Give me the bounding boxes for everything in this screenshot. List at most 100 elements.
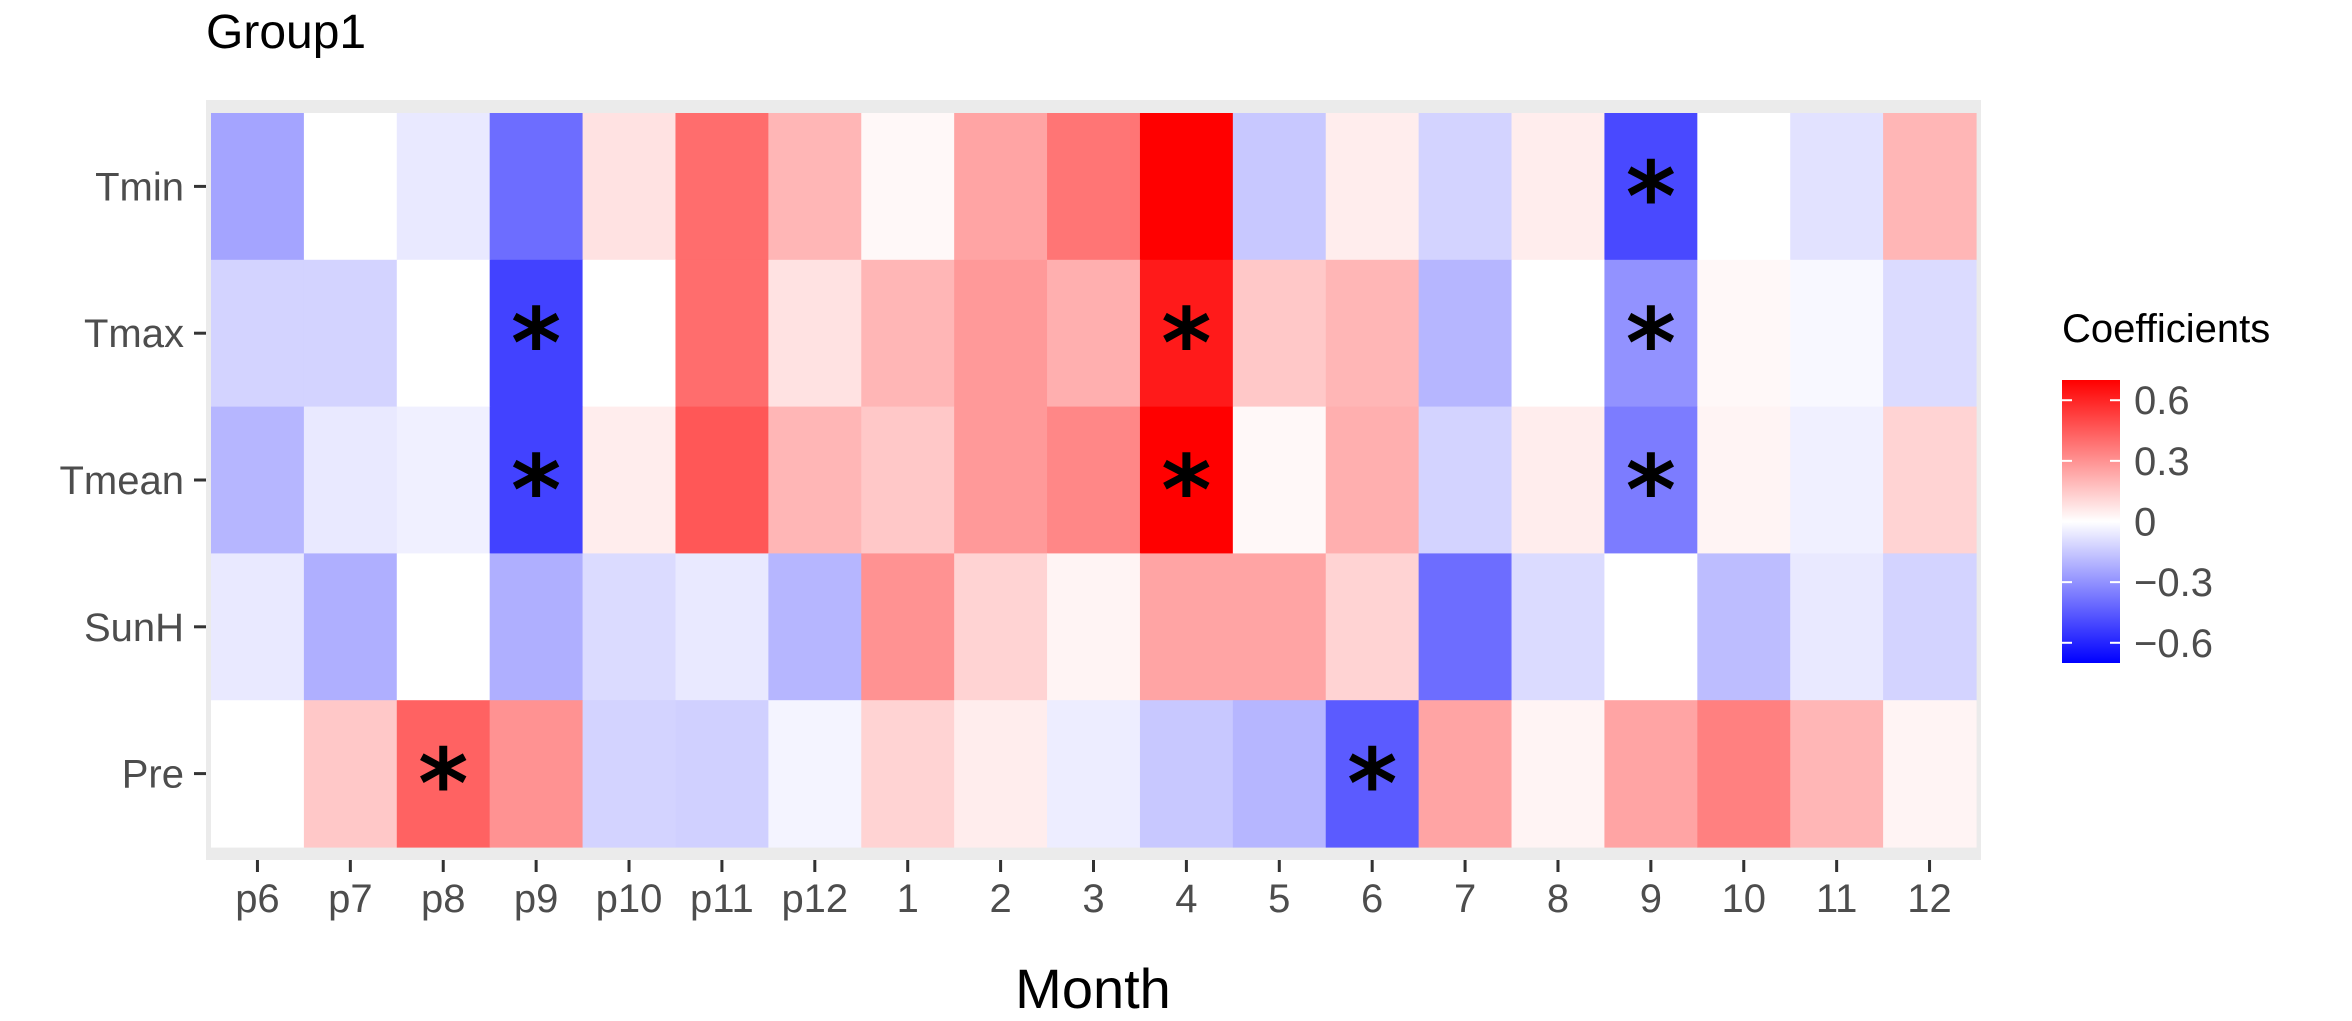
x-tick-label-1: 1 (897, 877, 919, 921)
heatmap-cell-tmin-10 (1697, 113, 1791, 261)
heatmap-cell-sunh-p12 (768, 553, 862, 701)
heatmap-cell-tmin-11 (1790, 113, 1884, 261)
heatmap-cell-tmin-9 (1604, 113, 1698, 261)
heatmap-cell-pre-p9 (489, 700, 584, 848)
x-tick-label-10: 10 (1722, 877, 1767, 921)
heatmap-cell-pre-p7 (303, 700, 398, 848)
heatmap-cell-tmean-11 (1790, 406, 1884, 554)
heatmap-cell-sunh-p10 (582, 553, 677, 701)
heatmap-cell-sunh-2 (954, 553, 1048, 701)
significance-mark-tmean-9: * (1626, 435, 1676, 547)
heatmap-cell-tmax-p10 (582, 259, 677, 408)
heatmap-cell-tmin-p11 (675, 113, 769, 261)
heatmap-cell-tmean-p9 (489, 406, 584, 554)
heatmap-cell-tmin-p8 (396, 113, 491, 261)
heatmap-cell-pre-7 (1418, 700, 1513, 848)
heatmap-cell-sunh-p6 (211, 553, 305, 701)
heatmap-cell-tmean-p6 (211, 406, 305, 554)
heatmap-cell-tmax-p8 (396, 259, 491, 408)
significance-mark-tmin-9: * (1626, 141, 1676, 253)
heatmap-cell-tmax-12 (1883, 259, 1977, 408)
y-tick-label-pre: Pre (122, 753, 184, 797)
color-legend: Coefficients 0.6 0.3 0 −0.3 −0.6 (2062, 307, 2270, 666)
significance-mark-tmean-4: * (1161, 435, 1211, 547)
heatmap-cell-sunh-10 (1697, 553, 1791, 701)
heatmap-cell-sunh-p8 (396, 553, 491, 701)
heatmap-cell-sunh-12 (1883, 553, 1977, 701)
significance-marks: * * * * * * * * * (418, 141, 1676, 840)
heatmap-cell-tmin-3 (1047, 113, 1141, 261)
heatmap-cell-tmin-p6 (211, 113, 305, 261)
heatmap-cell-tmax-1 (861, 259, 955, 408)
heatmap-cell-tmean-5 (1232, 406, 1327, 554)
significance-mark-pre-6: * (1347, 729, 1397, 841)
heatmap-cell-tmin-p12 (768, 113, 862, 261)
chart-title: Group1 (206, 6, 366, 59)
x-tick-label-p12: p12 (781, 877, 848, 921)
legend-tick-label-2: 0 (2134, 501, 2156, 545)
heatmap-cell-tmean-10 (1697, 406, 1791, 554)
y-axis: Tmin Tmax Tmean SunH Pre (60, 165, 206, 797)
x-tick-label-7: 7 (1454, 877, 1476, 921)
y-tick-label-tmax: Tmax (84, 312, 184, 356)
heatmap-cell-tmin-12 (1883, 113, 1977, 261)
heatmap-cell-tmin-5 (1232, 113, 1327, 261)
heatmap-cell-pre-12 (1883, 700, 1977, 848)
x-tick-label-8: 8 (1547, 877, 1569, 921)
heatmap-cell-pre-8 (1511, 700, 1606, 848)
heatmap-cell-tmean-p10 (582, 406, 677, 554)
heatmap-cell-pre-p11 (675, 700, 769, 848)
heatmap-cell-tmean-4 (1139, 406, 1234, 554)
heatmap-cell-tmean-9 (1604, 406, 1698, 554)
heatmap-cell-tmax-7 (1418, 259, 1513, 408)
heatmap-cell-tmean-6 (1325, 406, 1420, 554)
legend-ticks: 0.6 0.3 0 −0.3 −0.6 (2062, 379, 2213, 666)
significance-mark-tmax-p9: * (511, 288, 561, 400)
heatmap-cell-tmax-8 (1511, 259, 1606, 408)
heatmap-cell-tmax-3 (1047, 259, 1141, 408)
heatmap-cells (211, 113, 1977, 848)
heatmap-cell-tmax-11 (1790, 259, 1884, 408)
heatmap-cell-tmean-7 (1418, 406, 1513, 554)
heatmap-cell-tmin-6 (1325, 113, 1420, 261)
y-tick-label-tmin: Tmin (95, 165, 184, 209)
x-tick-label-p6: p6 (235, 877, 280, 921)
heatmap-cell-tmax-p12 (768, 259, 862, 408)
heatmap-cell-pre-4 (1139, 700, 1234, 848)
heatmap-cell-tmin-p10 (582, 113, 677, 261)
x-tick-label-4: 4 (1175, 877, 1197, 921)
x-tick-label-6: 6 (1361, 877, 1383, 921)
heatmap-cell-tmax-10 (1697, 259, 1791, 408)
heatmap-cell-pre-p12 (768, 700, 862, 848)
x-axis: p6 p7 p8 p9 p10 p11 p12 1 2 3 4 5 6 7 8 9 10 11 12 (235, 860, 1952, 921)
heatmap-cell-tmax-9 (1604, 259, 1698, 408)
y-tick-label-sunh: SunH (84, 606, 184, 650)
heatmap-cell-tmean-p8 (396, 406, 491, 554)
heatmap-cell-pre-p6 (211, 700, 305, 848)
legend-title: Coefficients (2062, 307, 2270, 351)
heatmap-cell-tmin-p7 (303, 113, 398, 261)
legend-tick-label-0: 0.6 (2134, 379, 2190, 423)
heatmap-cell-pre-9 (1604, 700, 1698, 848)
x-tick-label-12: 12 (1907, 877, 1952, 921)
legend-tick-label-4: −0.6 (2134, 622, 2213, 666)
heatmap-cell-sunh-3 (1047, 553, 1141, 701)
significance-mark-tmax-9: * (1626, 288, 1676, 400)
heatmap-cell-sunh-11 (1790, 553, 1884, 701)
heatmap-cell-pre-10 (1697, 700, 1791, 848)
heatmap-cell-pre-p10 (582, 700, 677, 848)
heatmap-cell-tmax-5 (1232, 259, 1327, 408)
heatmap-cell-pre-p8 (396, 700, 491, 848)
heatmap-cell-tmean-8 (1511, 406, 1606, 554)
heatmap-cell-tmean-3 (1047, 406, 1141, 554)
heatmap-cell-sunh-p11 (675, 553, 769, 701)
heatmap-cell-sunh-4 (1139, 553, 1234, 701)
y-tick-label-tmean: Tmean (60, 459, 185, 503)
heatmap-cell-sunh-6 (1325, 553, 1420, 701)
heatmap-cell-sunh-7 (1418, 553, 1513, 701)
x-tick-label-3: 3 (1082, 877, 1104, 921)
x-axis-title: Month (1015, 957, 1171, 1020)
x-tick-label-p9: p9 (514, 877, 559, 921)
x-tick-label-5: 5 (1268, 877, 1290, 921)
